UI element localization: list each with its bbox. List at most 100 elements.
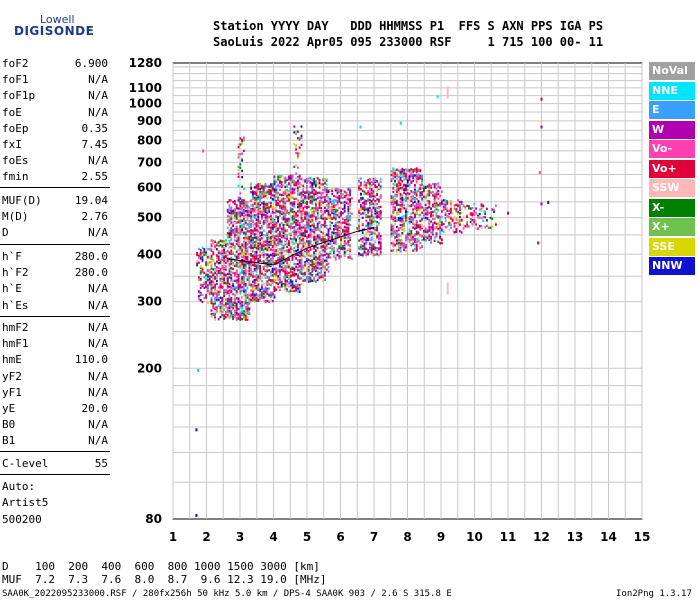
- echo-point: [417, 239, 420, 243]
- echo-point: [216, 307, 218, 311]
- echo-point: [367, 180, 369, 183]
- echo-point: [374, 232, 377, 235]
- echo-point: [315, 249, 317, 253]
- echo-point: [246, 318, 249, 321]
- echo-point: [401, 203, 404, 206]
- echo-point: [306, 270, 308, 273]
- echo-point: [262, 206, 265, 209]
- echo-point: [412, 169, 414, 172]
- echo-point: [331, 199, 333, 202]
- echo-point: [271, 279, 274, 282]
- echo-point: [313, 265, 315, 269]
- echo-point: [262, 248, 265, 251]
- echo-point: [397, 180, 400, 183]
- echo-point: [237, 280, 240, 283]
- echo-point: [324, 271, 326, 274]
- echo-point: [295, 215, 297, 218]
- echo-point: [410, 172, 413, 175]
- echo-point: [329, 240, 332, 243]
- echo-point: [300, 269, 303, 273]
- echo-point: [309, 177, 312, 180]
- echo-point: [334, 208, 337, 211]
- echo-point: [311, 255, 314, 258]
- echo-point: [246, 293, 249, 297]
- echo-point: [264, 194, 267, 198]
- echo-point: [343, 240, 346, 243]
- echo-point: [235, 213, 238, 217]
- echo-point: [270, 236, 272, 239]
- echo-point: [334, 199, 337, 202]
- echo-point: [253, 233, 256, 236]
- echo-point: [225, 275, 227, 278]
- echo-point: [217, 250, 220, 253]
- echo-point: [358, 184, 360, 188]
- echo-point: [232, 231, 234, 234]
- echo-point: [338, 231, 341, 234]
- echo-point: [255, 199, 258, 202]
- echo-point: [300, 233, 303, 236]
- echo-point: [316, 212, 319, 215]
- echo-point: [322, 191, 324, 195]
- echo-point: [343, 221, 346, 224]
- echo-point: [397, 241, 400, 245]
- echo-point: [300, 263, 303, 266]
- echo-point: [324, 235, 326, 238]
- echo-point: [318, 262, 321, 265]
- echo-point: [237, 248, 240, 251]
- echo-point: [255, 278, 258, 281]
- echo-point: [212, 286, 215, 289]
- echo-point: [410, 218, 413, 221]
- echo-point: [367, 199, 369, 202]
- echo-point: [282, 216, 285, 219]
- echo-point: [255, 190, 258, 193]
- echo-point: [248, 235, 251, 239]
- echo-point: [273, 198, 276, 201]
- echo-point: [331, 231, 333, 234]
- echo-point: [252, 220, 254, 224]
- echo-point: [340, 243, 342, 246]
- echo-point: [372, 192, 375, 196]
- echo-point: [216, 260, 218, 263]
- echo-point: [243, 278, 245, 281]
- echo-point: [248, 310, 251, 313]
- echo-point: [228, 229, 231, 232]
- echo-point: [297, 287, 299, 290]
- echo-point: [309, 272, 312, 275]
- echo-point: [234, 236, 236, 239]
- echo-point: [412, 175, 414, 178]
- echo-point: [414, 216, 416, 219]
- echo-point: [255, 224, 258, 227]
- echo-point: [415, 246, 418, 250]
- legend-item-w: W: [649, 120, 695, 139]
- echo-point: [255, 252, 258, 255]
- echo-point: [300, 259, 303, 262]
- echo-point: [255, 237, 258, 240]
- divider: [0, 187, 110, 188]
- echo-point: [277, 257, 279, 260]
- echo-point: [394, 199, 396, 202]
- echo-point: [369, 195, 371, 198]
- echo-point: [345, 249, 348, 252]
- echo-point: [261, 196, 263, 199]
- echo-point: [286, 275, 288, 278]
- echo-point: [410, 181, 413, 184]
- echo-point: [252, 219, 254, 222]
- echo-point: [421, 186, 423, 189]
- echo-point: [230, 209, 233, 212]
- header-values: SaoLuis 2022 Apr05 095 233000 RSF 1 715 …: [213, 35, 604, 49]
- echo-point: [316, 236, 319, 239]
- echo-point: [207, 275, 209, 278]
- echo-point: [378, 182, 380, 185]
- echo-point: [421, 211, 423, 214]
- echo-point: [306, 253, 308, 256]
- echo-point: [324, 241, 326, 244]
- echo-point: [241, 296, 243, 299]
- echo-point: [415, 176, 418, 179]
- echo-point: [324, 206, 326, 209]
- echo-point: [208, 261, 211, 264]
- echo-point: [360, 188, 362, 191]
- echo-point: [207, 286, 209, 289]
- echo-point: [270, 215, 272, 218]
- echo-point: [367, 208, 369, 212]
- echo-point: [241, 251, 243, 254]
